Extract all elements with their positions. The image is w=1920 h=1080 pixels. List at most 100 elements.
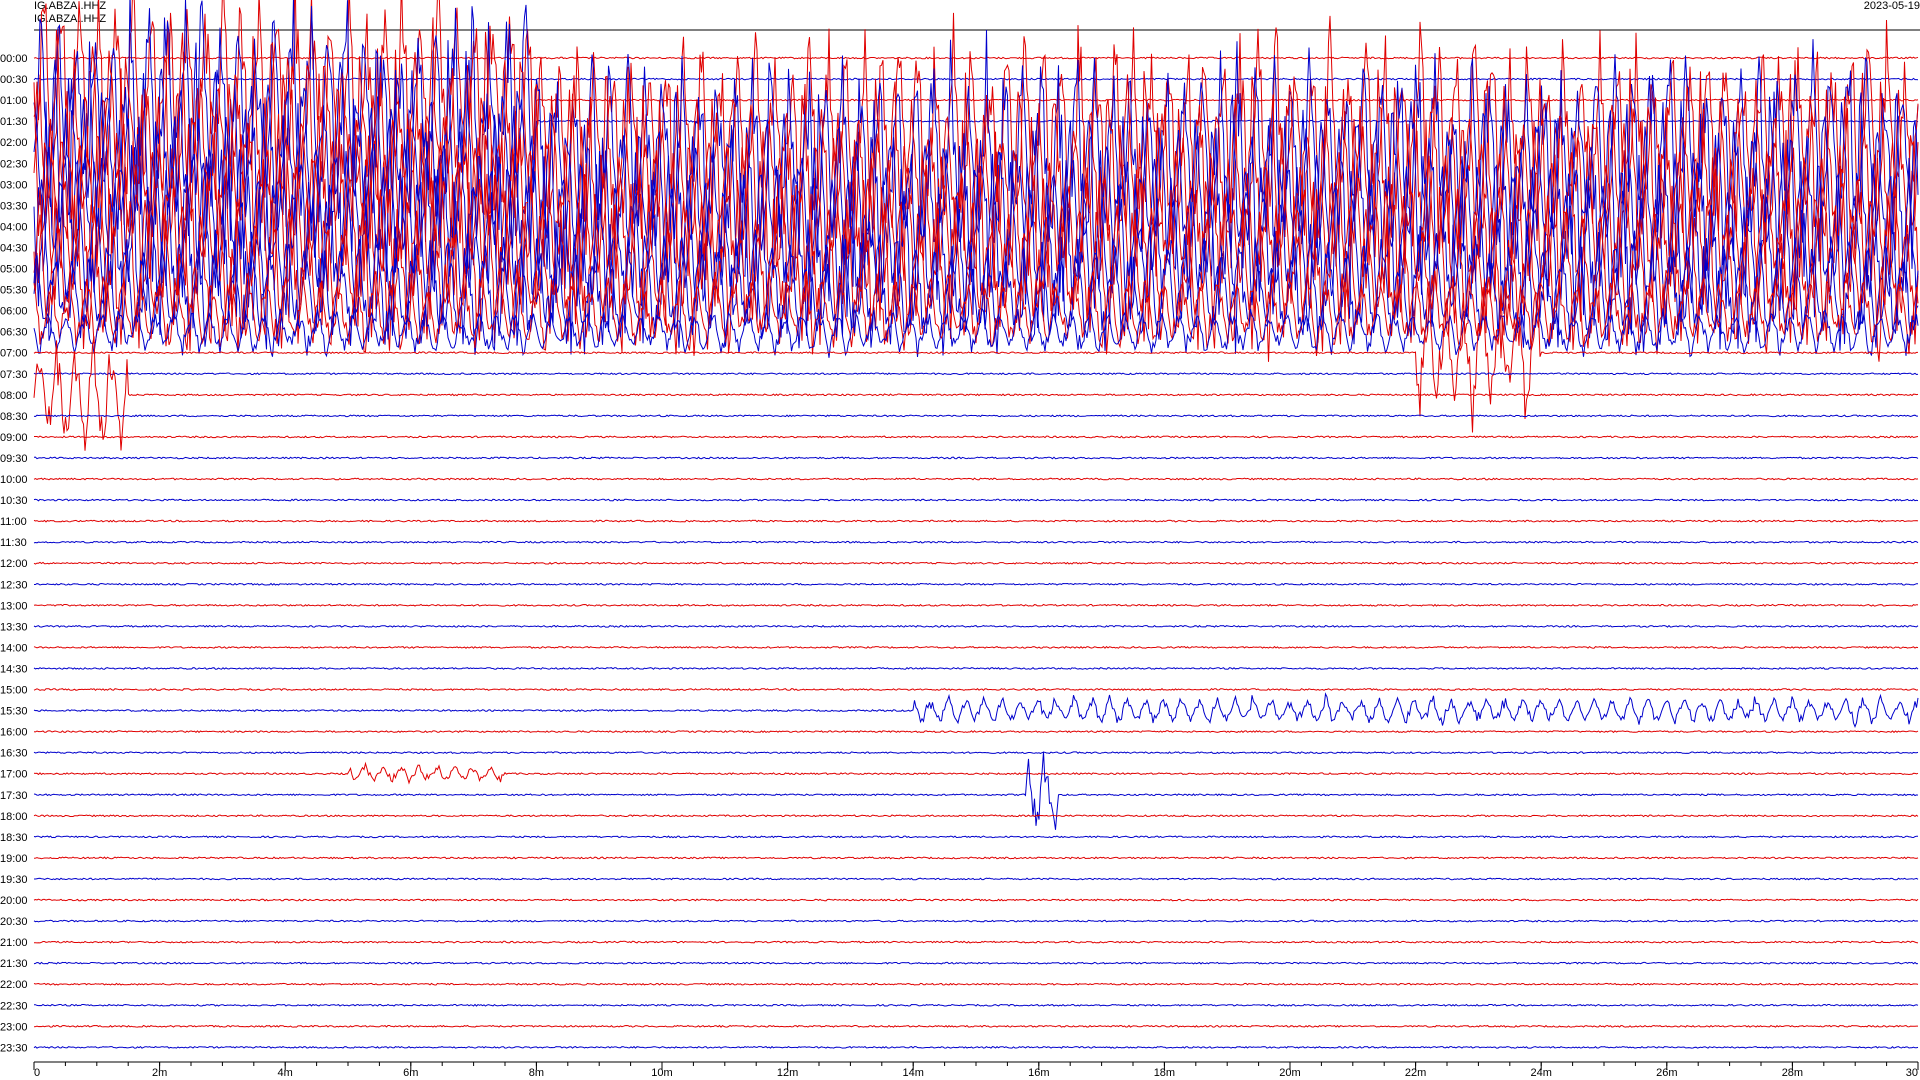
x-tick-label: 22m — [1405, 1067, 1426, 1079]
row-label: 18:00 — [0, 811, 28, 823]
trace-row — [33, 142, 1919, 355]
trace-row — [33, 1024, 1918, 1028]
row-label: 23:00 — [0, 1021, 28, 1033]
row-label: 01:30 — [0, 116, 28, 128]
row-label: 02:30 — [0, 158, 28, 170]
trace-row — [33, 835, 1919, 839]
row-label: 05:00 — [0, 264, 28, 276]
trace-row — [33, 624, 1919, 628]
x-tick-label: 20m — [1279, 1067, 1300, 1079]
row-label: 11:30 — [0, 537, 27, 549]
station-label-secondary: IG.ABZA..HHZ — [34, 13, 107, 25]
trace-row — [33, 814, 1919, 818]
row-label: 01:00 — [0, 95, 28, 107]
trace-row — [33, 1003, 1919, 1007]
row-label: 12:30 — [0, 579, 28, 591]
trace-row — [33, 336, 1919, 451]
row-label-group: 00:00 00:30 01:00 01:30 02:00 02:30 03:00 03:30… — [0, 53, 28, 1054]
x-tick-label: 8m — [529, 1067, 544, 1079]
trace-row — [33, 414, 1918, 418]
trace-row — [33, 751, 1919, 830]
trace-row — [33, 751, 1919, 755]
row-label: 08:30 — [0, 411, 28, 423]
row-label: 03:30 — [0, 200, 28, 212]
row-label: 16:00 — [0, 727, 28, 739]
row-label: 10:30 — [0, 495, 28, 507]
row-label: 13:30 — [0, 621, 28, 633]
trace-row — [33, 498, 1919, 502]
row-label: 14:30 — [0, 663, 28, 675]
row-label: 14:00 — [0, 642, 28, 654]
row-label: 03:00 — [0, 179, 28, 191]
trace-row — [33, 688, 1919, 692]
row-label: 00:30 — [0, 74, 28, 86]
row-label: 20:30 — [0, 916, 28, 928]
trace-row — [33, 456, 1919, 460]
trace-group — [33, 0, 1919, 1049]
row-label: 15:00 — [0, 685, 28, 697]
date-label: 2023-05-19 — [1863, 0, 1920, 12]
trace-row — [33, 645, 1919, 649]
row-label: 06:00 — [0, 306, 28, 318]
row-label: 08:00 — [0, 390, 28, 402]
trace-row — [33, 666, 1919, 670]
x-axis: 0 2m 4m 6m 8m 10m 12m 14m 16m 18m 20m 22m 24m 26m 28m 3… — [33, 1061, 1919, 1079]
trace-row — [33, 281, 1918, 433]
trace-row — [34, 435, 1919, 439]
station-label-primary: IG.ABZA..HHZ — [34, 0, 107, 12]
x-tick-label: 10m — [651, 1067, 672, 1079]
row-label: 07:30 — [0, 369, 28, 381]
trace-row — [33, 77, 1919, 81]
trace-row — [33, 519, 1919, 523]
row-label: 21:00 — [0, 937, 28, 949]
trace-row — [33, 961, 1919, 965]
row-label: 04:30 — [0, 242, 28, 254]
trace-row — [33, 561, 1919, 565]
x-tick-label: 4m — [278, 1067, 293, 1079]
row-label: 09:30 — [0, 453, 28, 465]
trace-row — [33, 730, 1919, 734]
x-tick-label: 18m — [1154, 1067, 1175, 1079]
row-label: 20:00 — [0, 895, 28, 907]
x-tick-label: 12m — [777, 1067, 798, 1079]
trace-row — [33, 692, 1919, 728]
row-label: 11:00 — [0, 516, 27, 528]
trace-row — [33, 113, 1919, 340]
row-label: 18:30 — [0, 832, 28, 844]
row-label: 23:30 — [0, 1042, 28, 1054]
trace-row — [34, 940, 1919, 944]
row-label: 21:30 — [0, 958, 28, 970]
row-label: 12:00 — [0, 558, 28, 570]
x-tick-label: 24m — [1530, 1067, 1551, 1079]
row-label: 15:30 — [0, 706, 28, 718]
trace-row — [33, 761, 1919, 785]
x-tick-label: 30 — [1906, 1067, 1918, 1079]
trace-row — [33, 219, 1919, 356]
row-label: 07:00 — [0, 348, 28, 360]
trace-row — [33, 856, 1919, 860]
row-label: 17:00 — [0, 769, 28, 781]
trace-row — [33, 372, 1919, 376]
row-label: 06:30 — [0, 327, 28, 339]
row-label: 10:00 — [0, 474, 28, 486]
trace-row — [33, 540, 1919, 544]
row-label: 22:30 — [0, 1000, 28, 1012]
x-tick-label: 26m — [1656, 1067, 1677, 1079]
trace-row — [33, 919, 1919, 923]
trace-row — [33, 898, 1919, 902]
row-label: 04:00 — [0, 221, 28, 233]
trace-row — [33, 305, 1919, 358]
trace-row — [33, 1045, 1919, 1049]
trace-row — [34, 877, 1919, 881]
trace-row — [33, 477, 1919, 481]
row-label: 02:00 — [0, 137, 28, 149]
trace-row — [33, 603, 1919, 607]
x-tick-label: 0 — [34, 1067, 40, 1079]
trace-row — [33, 982, 1919, 986]
x-tick-label: 14m — [902, 1067, 923, 1079]
row-label: 22:00 — [0, 979, 28, 991]
row-label: 13:00 — [0, 600, 28, 612]
row-label: 17:30 — [0, 790, 28, 802]
trace-row — [34, 582, 1918, 586]
